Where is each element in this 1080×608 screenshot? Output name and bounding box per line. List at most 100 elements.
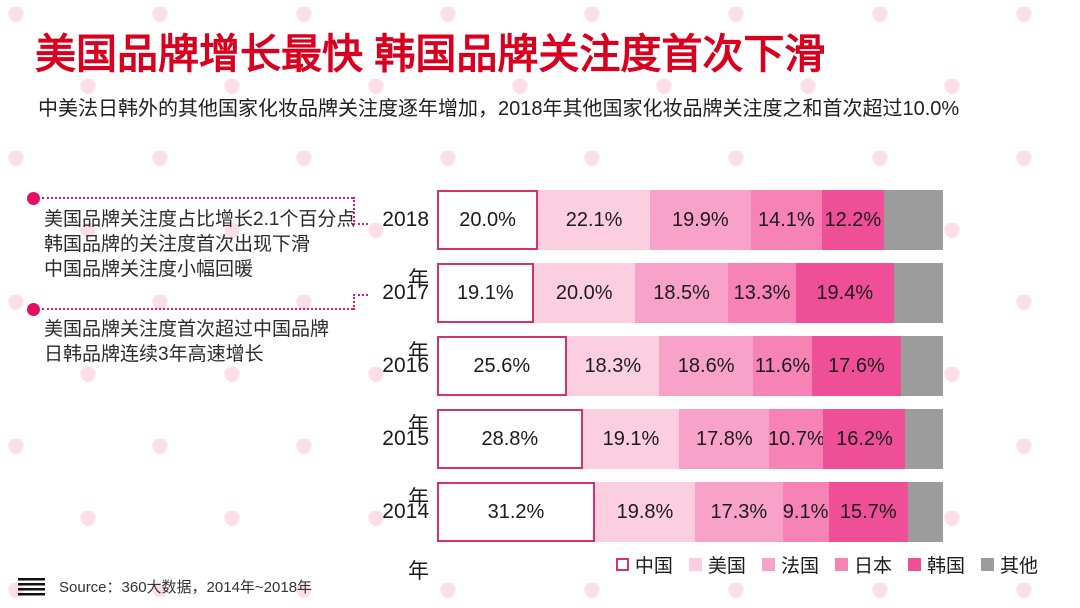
- segment-value-label: 11.6%: [754, 354, 811, 377]
- annotation-lines: 美国品牌关注度首次超过中国品牌 日韩品牌连续3年高速增长: [44, 317, 329, 367]
- page-subtitle: 中美法日韩外的其他国家化妆品牌关注度逐年增加，2018年其他国家化妆品牌关注度之…: [38, 98, 960, 120]
- source-text: Source：360大数据，2014年~2018年: [59, 579, 313, 596]
- year-label: 2016年: [382, 354, 429, 437]
- bar-segment-others: [900, 336, 943, 396]
- annotation-bullet-icon: [27, 303, 40, 316]
- chart-row-2014年: 2014年 31.2% 19.8% 17.3% 9.1% 15.7%: [363, 482, 943, 583]
- year-label: 2018年: [382, 208, 429, 291]
- segment-value-label: 10.7%: [769, 427, 824, 450]
- legend-label: 中国: [634, 556, 673, 577]
- legend-swatch-korea: [907, 558, 921, 571]
- segment-value-label: 25.6%: [473, 354, 531, 377]
- dotted-connector-line: [42, 308, 353, 310]
- legend-item-usa: 美国: [688, 551, 746, 578]
- bar-segment-others: [883, 190, 943, 250]
- bar-segment-china: 20.0%: [437, 190, 539, 250]
- segment-value-label: 15.7%: [839, 500, 897, 523]
- legend-item-japan: 日本: [834, 551, 892, 578]
- legend: 中国 美国 法国 日本 韩国 其他: [615, 551, 1038, 578]
- chart-row-2015年: 2015年 28.8% 19.1% 17.8% 10.7% 16.2%: [363, 409, 943, 510]
- annotation-block-2018: 美国品牌关注度占比增长2.1个百分点 韩国品牌的关注度首次出现下滑 中国品牌关注度小…: [44, 207, 355, 282]
- bar-segment-france: 18.6%: [659, 336, 754, 396]
- stacked-bar: 31.2% 19.8% 17.3% 9.1% 15.7%: [437, 482, 943, 542]
- segment-value-label: 22.1%: [565, 208, 623, 231]
- legend-label: 其他: [999, 556, 1038, 577]
- bar-segment-korea: 19.4%: [795, 263, 894, 323]
- legend-label: 法国: [780, 556, 819, 577]
- annotation-line: 日韩品牌连续3年高速增长: [44, 344, 264, 365]
- bar-segment-japan: 11.6%: [753, 336, 812, 396]
- stacked-bar: 28.8% 19.1% 17.8% 10.7% 16.2%: [437, 409, 943, 469]
- annotation-bullet-icon: [27, 192, 40, 205]
- segment-value-label: 20.0%: [459, 208, 516, 231]
- dotted-connector-line: [353, 197, 355, 225]
- bar-segment-france: 17.3%: [695, 482, 783, 542]
- legend-swatch-france: [761, 558, 775, 571]
- legend-swatch-others: [980, 558, 994, 571]
- legend-item-korea: 韩国: [907, 551, 965, 578]
- legend-swatch-china: [615, 558, 629, 571]
- bar-segment-china: 28.8%: [437, 409, 583, 469]
- legend-item-china: 中国: [615, 551, 673, 578]
- bar-segment-korea: 17.6%: [811, 336, 901, 396]
- legend-swatch-japan: [834, 558, 848, 571]
- bar-segment-france: 18.5%: [634, 263, 729, 323]
- bar-segment-japan: 13.3%: [728, 263, 796, 323]
- chart-row-2017年: 2017年 19.1% 20.0% 18.5% 13.3% 19.4%: [363, 263, 943, 364]
- bar-segment-others: [907, 482, 943, 542]
- legend-swatch-usa: [688, 558, 702, 571]
- annotation-line: 中国品牌关注度小幅回暖: [44, 259, 254, 280]
- bar-segment-china: 19.1%: [437, 263, 534, 323]
- bar-segment-others: [893, 263, 943, 323]
- bar-segment-usa: 22.1%: [538, 190, 650, 250]
- chart-row-2016年: 2016年 25.6% 18.3% 18.6% 11.6% 17.6%: [363, 336, 943, 437]
- year-label: 2015年: [382, 427, 429, 510]
- bar-segment-france: 19.9%: [649, 190, 751, 250]
- bar-segment-korea: 16.2%: [823, 409, 906, 469]
- segment-value-label: 19.9%: [671, 208, 729, 231]
- segment-value-label: 16.2%: [836, 427, 893, 450]
- bar-segment-korea: 15.7%: [828, 482, 908, 542]
- bar-segment-usa: 19.8%: [594, 482, 696, 542]
- footer: Source：360大数据，2014年~2018年: [18, 576, 312, 597]
- dotted-connector-line: [42, 197, 353, 199]
- annotation-line: 美国品牌关注度占比增长2.1个百分点: [44, 209, 356, 230]
- bar-segment-korea: 12.2%: [821, 190, 884, 250]
- segment-value-label: 17.8%: [695, 427, 753, 450]
- bar-segment-japan: 14.1%: [750, 190, 822, 250]
- segment-value-label: 19.4%: [816, 281, 874, 304]
- segment-value-label: 19.8%: [616, 500, 674, 523]
- bar-segment-japan: 10.7%: [769, 409, 824, 469]
- bar-segment-france: 17.8%: [679, 409, 770, 469]
- segment-value-label: 12.2%: [824, 208, 882, 231]
- page-title: 美国品牌增长最快 韩国品牌关注度首次下滑: [35, 31, 826, 77]
- bar-segment-others: [905, 409, 943, 469]
- segment-value-label: 17.3%: [710, 500, 768, 523]
- year-label: 2017年: [382, 281, 429, 364]
- legend-label: 美国: [707, 556, 746, 577]
- bar-segment-usa: 19.1%: [582, 409, 680, 469]
- segment-value-label: 31.2%: [487, 500, 545, 523]
- segment-value-label: 28.8%: [481, 427, 539, 450]
- bar-segment-usa: 18.3%: [566, 336, 660, 396]
- legend-item-others: 其他: [980, 551, 1038, 578]
- segment-value-label: 19.1%: [602, 427, 660, 450]
- segment-value-label: 18.5%: [653, 281, 710, 304]
- legend-item-france: 法国: [761, 551, 819, 578]
- segment-value-label: 19.1%: [456, 281, 514, 304]
- year-label: 2014年: [382, 500, 429, 583]
- stacked-bar: 25.6% 18.3% 18.6% 11.6% 17.6%: [437, 336, 943, 396]
- annotation-block-2017: 美国品牌关注度首次超过中国品牌 日韩品牌连续3年高速增长: [44, 317, 329, 367]
- segment-value-label: 9.1%: [782, 500, 829, 523]
- segment-value-label: 18.3%: [584, 354, 642, 377]
- segment-value-label: 18.6%: [677, 354, 735, 377]
- bar-segment-china: 25.6%: [437, 336, 567, 396]
- dotted-connector-line: [353, 223, 368, 225]
- legend-label: 日本: [853, 556, 892, 577]
- bar-segment-usa: 20.0%: [533, 263, 635, 323]
- annotation-lines: 美国品牌关注度占比增长2.1个百分点 韩国品牌的关注度首次出现下滑 中国品牌关注度小…: [44, 207, 355, 282]
- segment-value-label: 13.3%: [733, 281, 791, 304]
- bar-chart: 2018年 20.0% 22.1% 19.9% 14.1% 12.2% 2017年 19.1%…: [363, 190, 943, 583]
- annotation-line: 美国品牌关注度首次超过中国品牌: [44, 319, 330, 340]
